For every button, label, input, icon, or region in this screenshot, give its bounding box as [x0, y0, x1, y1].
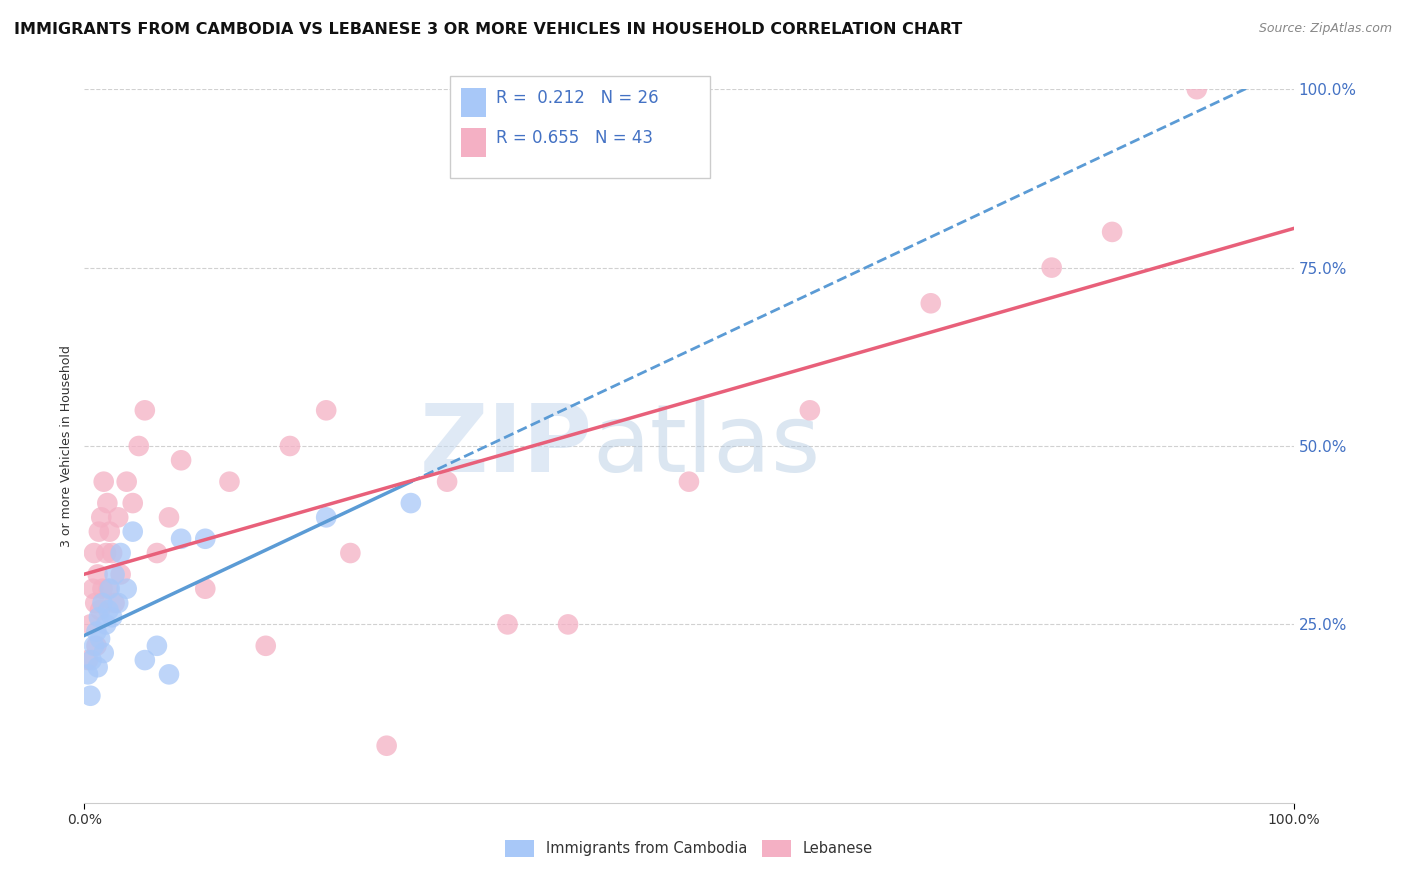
Point [86, 624, 108, 639]
Point [315, 403, 337, 417]
Point [170, 453, 193, 467]
Point [218, 475, 240, 489]
Point [101, 546, 124, 560]
Point [84, 596, 107, 610]
Point [496, 617, 519, 632]
Point [799, 403, 821, 417]
Point [157, 667, 180, 681]
Point [93, 646, 115, 660]
Point [94, 617, 117, 632]
Point [86, 567, 108, 582]
Point [83, 546, 105, 560]
Point [87, 610, 110, 624]
Point [107, 510, 129, 524]
Point [98, 524, 121, 539]
Point [134, 653, 156, 667]
Point [77, 653, 100, 667]
Point [96, 496, 118, 510]
Point [1101, 225, 1123, 239]
Text: IMMIGRANTS FROM CAMBODIA VS LEBANESE 3 OR MORE VEHICLES IN HOUSEHOLD CORRELATION: IMMIGRANTS FROM CAMBODIA VS LEBANESE 3 O… [14, 22, 962, 37]
Point [104, 567, 127, 582]
Point [110, 546, 132, 560]
Text: Source: ZipAtlas.com: Source: ZipAtlas.com [1258, 22, 1392, 36]
Point [134, 403, 156, 417]
Point [94, 546, 117, 560]
Point [194, 582, 217, 596]
Point [97, 603, 120, 617]
Point [77, 667, 100, 681]
Point [101, 610, 124, 624]
Point [1185, 82, 1208, 96]
Point [678, 475, 700, 489]
Point [89, 603, 111, 617]
Point [920, 296, 942, 310]
Point [254, 639, 277, 653]
Point [79, 617, 101, 632]
Point [278, 439, 301, 453]
Legend: Immigrants from Cambodia, Lebanese: Immigrants from Cambodia, Lebanese [499, 834, 879, 863]
Point [86, 639, 108, 653]
Point [339, 546, 361, 560]
Point [83, 639, 105, 653]
Point [375, 739, 398, 753]
Point [93, 475, 115, 489]
Text: ZIP: ZIP [419, 400, 592, 492]
Point [1040, 260, 1063, 275]
Point [107, 596, 129, 610]
Point [89, 632, 111, 646]
Point [115, 582, 138, 596]
Point [146, 546, 169, 560]
Point [128, 439, 150, 453]
Point [170, 532, 193, 546]
Point [91, 596, 114, 610]
Point [110, 567, 132, 582]
Point [157, 510, 180, 524]
Point [436, 475, 458, 489]
Point [97, 582, 120, 596]
Text: atlas: atlas [592, 400, 821, 492]
Point [557, 617, 579, 632]
Point [90, 510, 112, 524]
Point [79, 689, 101, 703]
Text: R =  0.212   N = 26: R = 0.212 N = 26 [496, 89, 659, 107]
Point [104, 596, 127, 610]
Point [80, 653, 103, 667]
Point [146, 639, 169, 653]
Point [121, 524, 143, 539]
Point [121, 496, 143, 510]
Point [82, 582, 104, 596]
Point [115, 475, 138, 489]
Point [87, 524, 110, 539]
Point [91, 582, 114, 596]
Point [315, 510, 337, 524]
Point [86, 660, 108, 674]
Y-axis label: 3 or more Vehicles in Household: 3 or more Vehicles in Household [60, 345, 73, 547]
Point [98, 582, 121, 596]
Text: R = 0.655   N = 43: R = 0.655 N = 43 [496, 129, 654, 147]
Point [399, 496, 422, 510]
Point [194, 532, 217, 546]
